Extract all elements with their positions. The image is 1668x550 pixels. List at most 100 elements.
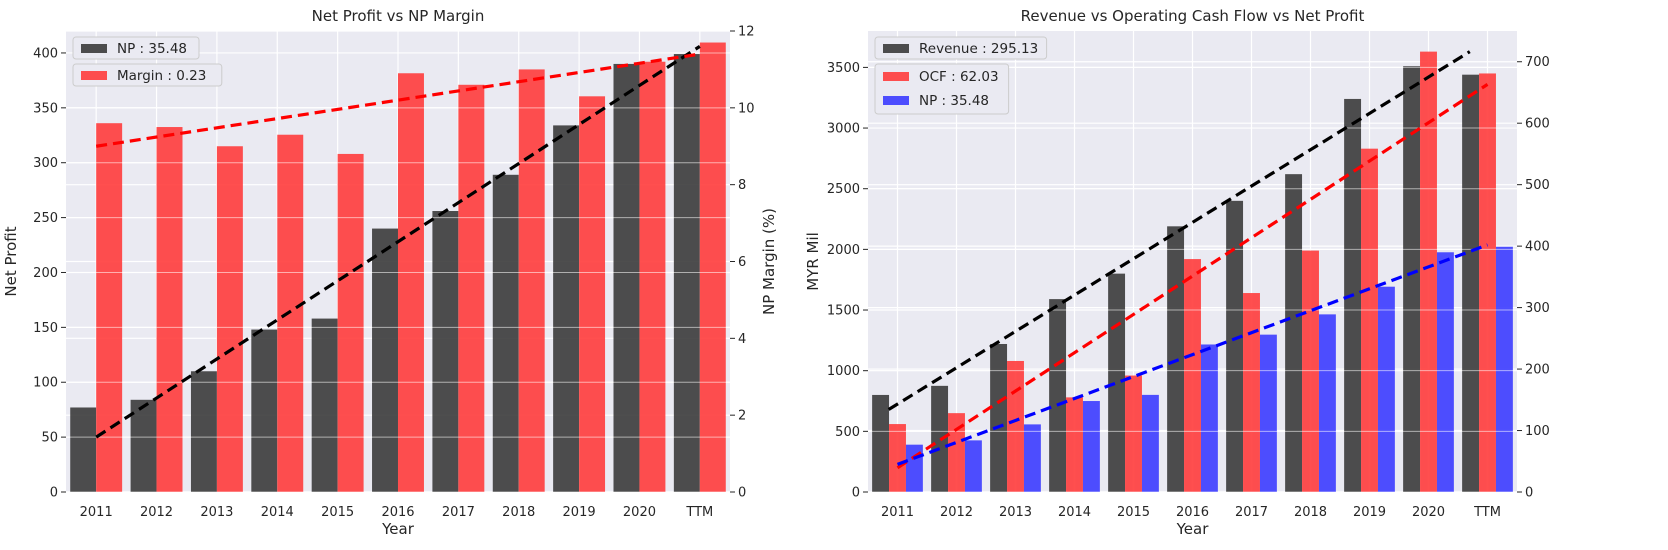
trendline-1	[887, 50, 1471, 411]
left-tick-label: 200	[33, 266, 58, 281]
bar-2020-s2	[639, 61, 666, 492]
bar-2014-s1	[251, 329, 278, 492]
legend: Revenue : 295.13 OCF : 62.03 NP : 35.48	[874, 36, 1048, 115]
left-tick-label: 0	[852, 486, 860, 501]
legend-swatch	[883, 44, 909, 53]
bar-2011-s2	[96, 123, 123, 492]
right-tick-label: 0	[1525, 486, 1533, 501]
left-tick-label: 500	[835, 425, 860, 440]
y-axis-label: MYR Mil	[804, 232, 822, 291]
series-2-bars	[96, 42, 726, 493]
x-tick-label-2019: 2019	[1353, 505, 1386, 520]
right-tick-label: 400	[1525, 240, 1550, 255]
series-1-bars	[70, 54, 700, 493]
left-tick-labels: 0 50 100 150 200 250 300 350 400	[33, 46, 66, 501]
legend-entry-1: Revenue : 295.13	[919, 41, 1038, 57]
x-tick-label-TTM: TTM	[685, 505, 713, 520]
x-tick-label-2012: 2012	[140, 505, 173, 520]
bar-2019-s2	[1361, 148, 1378, 492]
bar-2012-s1	[130, 399, 157, 492]
right-tick-label: 500	[1525, 178, 1550, 193]
bar-2020-s1	[613, 63, 640, 493]
legend-box	[72, 63, 223, 87]
bar-2016-s1	[1167, 226, 1185, 492]
bar-2015-s2	[1125, 375, 1142, 492]
legend-swatch	[883, 96, 909, 105]
x-tick-labels: 2011 2012 2013 2014 2015 2016 2017 2018 2019 2020…	[881, 505, 1501, 520]
x-tick-label-2013: 2013	[200, 505, 233, 520]
left-tick-labels: 0 500 1000 1500 2000 2500 3000 3500	[827, 61, 868, 501]
left-tick-label: 350	[33, 101, 58, 116]
x-tick-labels: 2011 2012 2013 2014 2015 2016 2017 2018 2019 2020…	[80, 505, 714, 520]
bar-TTM-s2	[699, 42, 726, 493]
bar-2012-s2	[156, 127, 183, 493]
x-tick-label-2020: 2020	[1412, 505, 1445, 520]
trendline-2	[896, 83, 1489, 470]
legend: NP : 35.48 Margin : 0.23	[72, 36, 223, 87]
bar-2019-s1	[553, 125, 580, 493]
left-tick-label: 2500	[827, 182, 860, 197]
bar-2011-s2	[889, 424, 906, 492]
y-axis-label: Net Profit	[2, 226, 20, 296]
bar-2013-s1	[190, 371, 217, 492]
bar-2018-s1	[1285, 174, 1303, 492]
right-tick-labels: 0 100 200 300 400 500 600 700	[1517, 55, 1550, 501]
bar-2018-s2	[1302, 250, 1319, 492]
bar-2020-s2	[1420, 51, 1437, 492]
bar-2011-s1	[70, 407, 97, 492]
bar-2017-s2	[1243, 293, 1260, 492]
bar-2019-s2	[579, 96, 606, 492]
legend-box	[874, 36, 1048, 60]
x-tick-label-2016: 2016	[381, 505, 414, 520]
bar-2019-s3	[1377, 286, 1395, 492]
x-axis-label: Year	[1176, 520, 1210, 538]
x-tick-label-2014: 2014	[1058, 505, 1091, 520]
bar-2015-s2	[337, 153, 364, 492]
legend-swatch	[81, 71, 107, 80]
legend-box	[72, 36, 200, 60]
legend-entry-2: OCF : 62.03	[919, 69, 999, 85]
x-tick-label-TTM: TTM	[1473, 505, 1501, 520]
bar-TTM-s3	[1495, 246, 1513, 492]
bar-2013-s2	[1007, 360, 1024, 492]
right-tick-label: 10	[738, 101, 755, 116]
right-tick-label: 300	[1525, 301, 1550, 316]
left-tick-label: 1500	[827, 304, 860, 319]
series-2-bars	[889, 51, 1496, 493]
bar-2017-s3	[1259, 334, 1277, 492]
right-tick-labels: 0 2 4 6 8 10 12	[730, 25, 755, 501]
left-tick-label: 400	[33, 46, 58, 61]
bar-TTM-s2	[1479, 73, 1496, 493]
bar-2015-s3	[1141, 394, 1159, 492]
x-tick-label-2011: 2011	[80, 505, 113, 520]
bar-2013-s1	[990, 343, 1008, 492]
bar-2016-s3	[1200, 344, 1218, 492]
right-tick-label: 100	[1525, 424, 1550, 439]
right-tick-label: 6	[738, 255, 746, 270]
bar-TTM-s1	[673, 54, 700, 493]
bar-2014-s3	[1082, 401, 1100, 492]
trendline-1	[95, 45, 701, 439]
bar-2017-s2	[458, 84, 485, 493]
bar-2014-s1	[1049, 299, 1067, 492]
y2-axis-label: NP Margin (%)	[760, 208, 778, 315]
left-tick-label: 100	[33, 376, 58, 391]
bar-2012-s2	[948, 413, 965, 492]
series-3-bars	[905, 246, 1513, 492]
legend-entry-2: Margin : 0.23	[117, 68, 206, 84]
bar-2018-s2	[518, 69, 545, 493]
left-tick-label: 150	[33, 321, 58, 336]
bar-2012-s1	[931, 385, 949, 492]
bar-2018-s1	[492, 174, 519, 493]
bar-2016-s2	[398, 73, 424, 492]
bar-2015-s1	[1108, 273, 1126, 492]
right-tick-label: 700	[1525, 55, 1550, 70]
x-tick-label-2015: 2015	[321, 505, 354, 520]
right-tick-label: 0	[738, 486, 746, 501]
right-tick-label: 4	[738, 332, 746, 347]
left-tick-label: 1000	[827, 364, 860, 379]
x-tick-label-2016: 2016	[1176, 505, 1209, 520]
bar-2018-s3	[1318, 314, 1336, 492]
left-tick-label: 3500	[827, 61, 860, 76]
x-tick-label-2013: 2013	[999, 505, 1032, 520]
